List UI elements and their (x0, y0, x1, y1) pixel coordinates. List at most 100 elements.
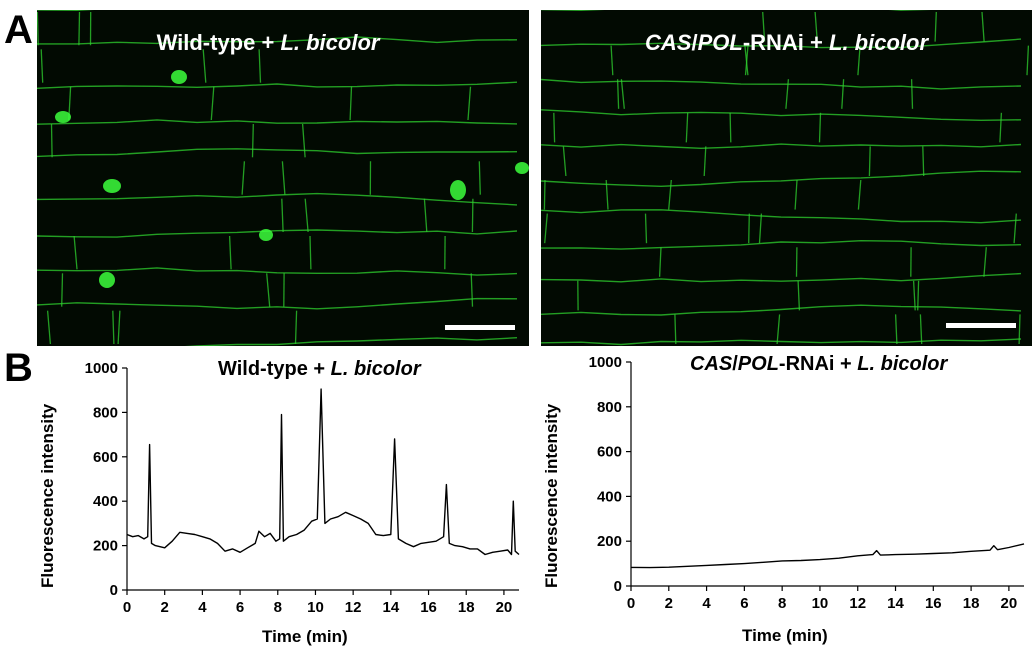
cell-wall (919, 314, 923, 345)
cell-wall (818, 112, 822, 143)
x-tick-label: 6 (236, 599, 244, 616)
cell-wall (543, 179, 546, 210)
cell-wall (785, 79, 790, 109)
nucleus (171, 70, 187, 84)
cell-wall (210, 86, 215, 121)
x-tick-label: 4 (198, 599, 207, 616)
cell-wall (304, 198, 309, 233)
micrograph-cas-pol-rnai-title-italic-c: L. bicolor (829, 30, 928, 55)
nucleus (450, 180, 466, 200)
cell-wall (934, 11, 937, 42)
cell-wall (541, 170, 1022, 188)
cell-wall (78, 11, 81, 46)
cell-wall (37, 11, 39, 46)
x-tick-label: 14 (383, 599, 400, 616)
cell-wall (73, 235, 78, 270)
micrograph-wild-type: Wild-type + L. bicolor (37, 10, 529, 346)
y-tick-label: 200 (93, 538, 118, 555)
cell-wall (748, 213, 750, 244)
micrograph-wild-type-image (37, 10, 529, 346)
cell-wall (758, 213, 763, 244)
cell-wall (922, 146, 925, 177)
cell-wall (112, 310, 115, 345)
micrograph-cas-pol-rnai: CAS/POL-RNAi + L. bicolor (541, 10, 1032, 346)
y-tick-label: 0 (614, 578, 622, 595)
chart-title-plain: Wild-type + (218, 358, 331, 380)
cell-wall (46, 310, 52, 345)
y-tick-label: 600 (93, 449, 118, 466)
y-tick-label: 800 (597, 399, 622, 416)
micrograph-cas-pol-rnai-title-italic-b: POL (697, 30, 743, 55)
y-axis-label: Fluorescence intensity (38, 403, 57, 588)
x-axis-label: Time (min) (262, 627, 348, 646)
cell-wall (37, 229, 518, 238)
x-tick-label: 2 (161, 599, 169, 616)
cell-wall (423, 198, 428, 233)
cell-wall (762, 11, 766, 42)
x-tick-label: 14 (887, 595, 904, 612)
cell-wall (37, 192, 518, 206)
cell-wall (894, 314, 898, 345)
cell-wall (620, 79, 625, 109)
cell-wall (37, 148, 518, 158)
cell-wall (1018, 314, 1021, 345)
cell-wall (562, 146, 567, 177)
x-tick-label: 6 (740, 595, 748, 612)
chart-title-italic: L. bicolor (857, 353, 948, 375)
cell-wall (467, 86, 472, 121)
cell-wall (349, 86, 353, 121)
cell-wall (228, 235, 232, 270)
y-tick-label: 0 (110, 582, 118, 599)
chart-cas-pol-rnai-svg: 0 200 400 600 800 1000 0 2 4 6 8 10 12 14 16 18 20 (589, 354, 1025, 612)
cell-wall (541, 78, 1022, 90)
cell-wall (797, 280, 801, 311)
cell-wall (241, 161, 246, 195)
x-tick-label: 8 (778, 595, 786, 612)
chart-wild-type-svg: 0 200 400 600 800 1000 0 2 4 6 8 10 12 14 16 18 20 (85, 360, 520, 616)
cell-wall (294, 310, 298, 345)
cell-wall (868, 146, 871, 177)
cell-wall (251, 123, 254, 158)
cell-wall (309, 235, 312, 270)
y-tick-label: 400 (93, 493, 118, 510)
cell-wall (40, 49, 44, 83)
cell-wall (544, 213, 548, 244)
x-tick-label: 20 (1001, 595, 1018, 612)
cell-wall (541, 38, 1022, 49)
cell-wall (981, 11, 985, 42)
cell-wall (37, 81, 518, 89)
x-axis-label: Time (min) (742, 626, 828, 645)
cell-wall (281, 198, 284, 233)
x-tick-label: 2 (665, 595, 673, 612)
y-tick-label: 600 (597, 444, 622, 461)
cell-wall (644, 213, 648, 244)
cell-wall (616, 79, 620, 109)
cell-wall (202, 49, 207, 83)
cell-wall (917, 280, 920, 311)
cell-wall (857, 45, 861, 76)
micrograph-cas-pol-rnai-title-suffix: -RNAi + (742, 30, 829, 55)
cell-wall (553, 112, 556, 143)
cell-wall (912, 280, 916, 311)
y-tick-label: 800 (93, 404, 118, 421)
micrograph-cas-pol-rnai-image (541, 10, 1030, 346)
micrograph-cas-pol-rnai-title-sep: / (691, 30, 698, 55)
cell-wall (541, 338, 1022, 346)
x-tick-label: 4 (702, 595, 711, 612)
cell-wall (674, 314, 677, 345)
chart-title-sep: / (732, 353, 738, 375)
cell-wall (983, 247, 987, 277)
cell-wall (61, 273, 64, 307)
nucleus (103, 179, 121, 193)
nucleus (515, 162, 529, 174)
cell-wall (729, 112, 732, 143)
cell-wall (605, 179, 609, 210)
cell-wall (541, 272, 1022, 283)
cell-wall (541, 209, 1022, 224)
cell-wall (37, 297, 518, 310)
cell-wall (776, 314, 781, 345)
chart-title-plain: -RNAi + (778, 353, 858, 375)
cell-wall (37, 267, 518, 276)
x-tick-label: 20 (496, 599, 513, 616)
x-tick-label: 10 (307, 599, 324, 616)
